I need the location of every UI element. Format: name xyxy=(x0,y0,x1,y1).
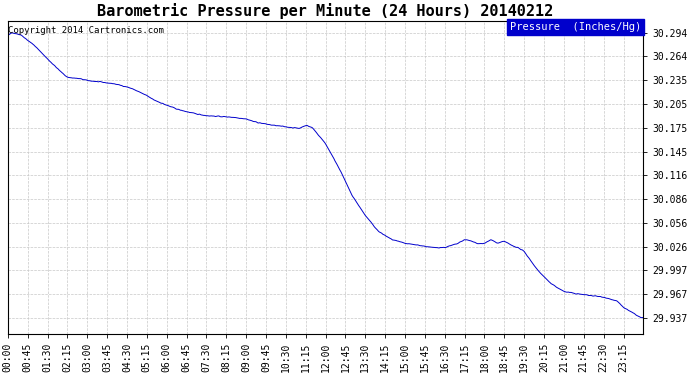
Title: Barometric Pressure per Minute (24 Hours) 20140212: Barometric Pressure per Minute (24 Hours… xyxy=(97,3,553,19)
Text: Copyright 2014 Cartronics.com: Copyright 2014 Cartronics.com xyxy=(8,26,164,35)
Text: Pressure  (Inches/Hg): Pressure (Inches/Hg) xyxy=(510,22,641,32)
